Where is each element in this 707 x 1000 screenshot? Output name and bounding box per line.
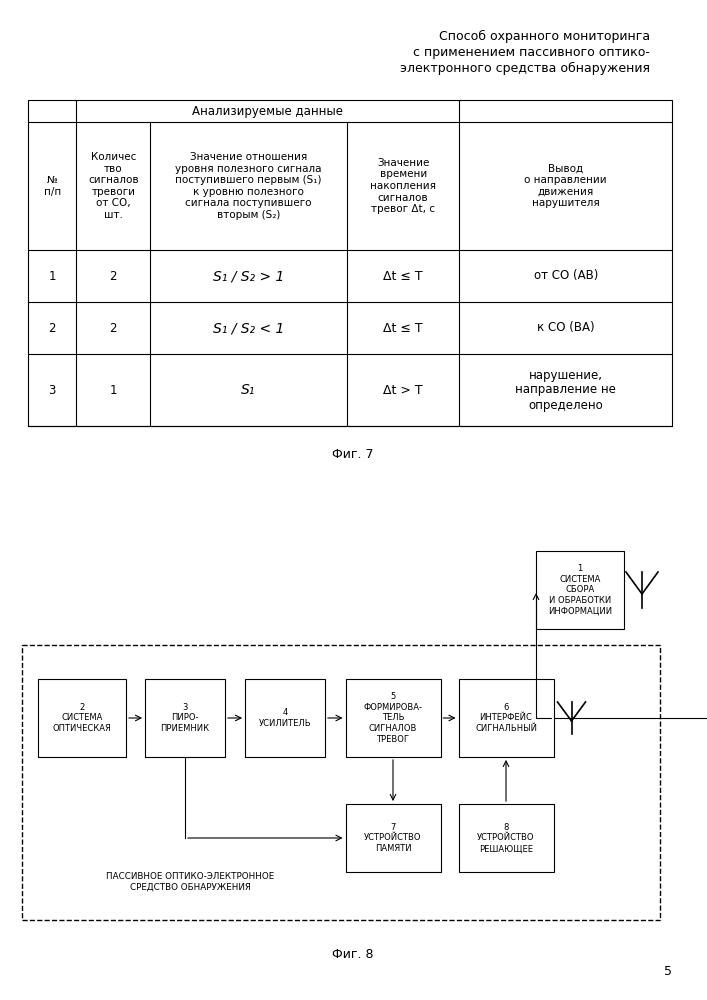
Text: нарушение,
направление не
определено: нарушение, направление не определено <box>515 368 617 412</box>
Text: 8
УСТРОЙСТВО
РЕШАЮЩЕЕ: 8 УСТРОЙСТВО РЕШАЮЩЕЕ <box>477 823 534 853</box>
Text: Количес
тво
сигналов
тревоги
от СО,
шт.: Количес тво сигналов тревоги от СО, шт. <box>88 152 139 220</box>
Text: к СО (ВА): к СО (ВА) <box>537 322 595 334</box>
Text: Вывод
о направлении
движения
нарушителя: Вывод о направлении движения нарушителя <box>525 164 607 208</box>
Text: Δt > T: Δt > T <box>383 383 423 396</box>
Text: 3
ПИРО-
ПРИЕМНИК: 3 ПИРО- ПРИЕМНИК <box>160 703 209 733</box>
Text: Анализируемые данные: Анализируемые данные <box>192 104 344 117</box>
Bar <box>346 804 440 872</box>
Text: S₁: S₁ <box>241 383 256 397</box>
Text: Способ охранного мониторинга: Способ охранного мониторинга <box>439 30 650 43</box>
Bar <box>38 679 126 757</box>
Text: 2: 2 <box>110 269 117 282</box>
Bar <box>28 100 672 426</box>
Text: 1: 1 <box>48 269 56 282</box>
Bar <box>459 804 554 872</box>
Text: 2: 2 <box>48 322 56 334</box>
Text: 1
СИСТЕМА
СБОРА
И ОБРАБОТКИ
ИНФОРМАЦИИ: 1 СИСТЕМА СБОРА И ОБРАБОТКИ ИНФОРМАЦИИ <box>548 564 612 616</box>
Text: Значение
времени
накопления
сигналов
тревог Δt, с: Значение времени накопления сигналов тре… <box>370 158 436 214</box>
Bar <box>459 679 554 757</box>
Bar <box>22 645 660 920</box>
Text: 4
УСИЛИТЕЛЬ: 4 УСИЛИТЕЛЬ <box>259 708 311 728</box>
Bar <box>346 679 440 757</box>
Text: 2: 2 <box>110 322 117 334</box>
Text: от СО (АВ): от СО (АВ) <box>534 269 598 282</box>
Text: S₁ / S₂ < 1: S₁ / S₂ < 1 <box>213 321 284 335</box>
Text: 2
СИСТЕМА
ОПТИЧЕСКАЯ: 2 СИСТЕМА ОПТИЧЕСКАЯ <box>52 703 112 733</box>
Bar <box>245 679 325 757</box>
Text: 1: 1 <box>110 383 117 396</box>
Text: 7
УСТРОЙСТВО
ПАМЯТИ: 7 УСТРОЙСТВО ПАМЯТИ <box>364 823 422 853</box>
Text: №
п/п: № п/п <box>44 175 61 197</box>
Text: Δt ≤ T: Δt ≤ T <box>383 322 423 334</box>
Text: Значение отношения
уровня полезного сигнала
поступившего первым (S₁)
к уровню по: Значение отношения уровня полезного сигн… <box>175 152 322 220</box>
Bar <box>145 679 225 757</box>
Text: Фиг. 7: Фиг. 7 <box>332 448 374 460</box>
Text: Δt ≤ T: Δt ≤ T <box>383 269 423 282</box>
Bar <box>536 551 624 629</box>
Text: ПАССИВНОЕ ОПТИКО-ЭЛЕКТРОННОЕ
СРЕДСТВО ОБНАРУЖЕНИЯ: ПАССИВНОЕ ОПТИКО-ЭЛЕКТРОННОЕ СРЕДСТВО ОБ… <box>106 872 274 892</box>
Text: 3: 3 <box>49 383 56 396</box>
Text: с применением пассивного оптико-: с применением пассивного оптико- <box>413 46 650 59</box>
Text: S₁ / S₂ > 1: S₁ / S₂ > 1 <box>213 269 284 283</box>
Text: 6
ИНТЕРФЕЙС
СИГНАЛЬНЫЙ: 6 ИНТЕРФЕЙС СИГНАЛЬНЫЙ <box>475 703 537 733</box>
Text: 5: 5 <box>664 965 672 978</box>
Text: Фиг. 8: Фиг. 8 <box>332 948 374 962</box>
Text: 5
ФОРМИРОВА-
ТЕЛЬ
СИГНАЛОВ
ТРЕВОГ: 5 ФОРМИРОВА- ТЕЛЬ СИГНАЛОВ ТРЕВОГ <box>363 692 423 744</box>
Text: электронного средства обнаружения: электронного средства обнаружения <box>400 62 650 75</box>
